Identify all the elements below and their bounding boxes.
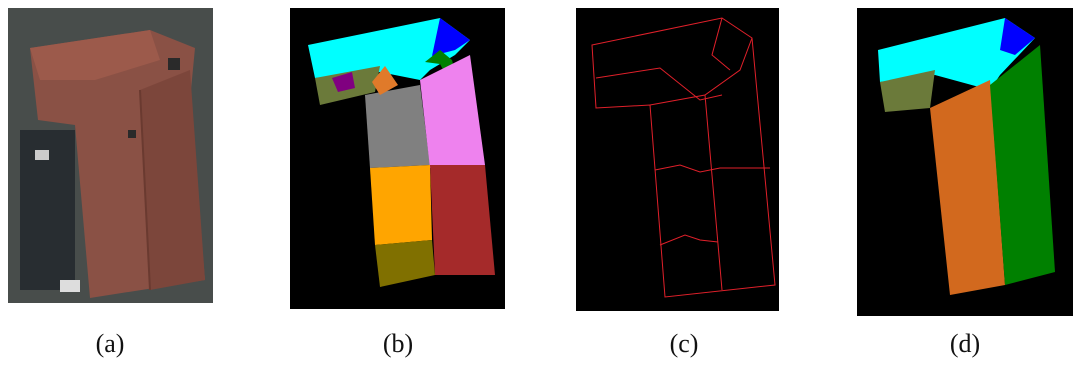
panel-c-image (576, 8, 779, 311)
caption: (c) (670, 329, 699, 358)
panel-a-image (8, 8, 213, 303)
caption: (b) (383, 329, 413, 358)
panel-b-image (290, 8, 505, 309)
panel-d-image (857, 8, 1073, 316)
caption: (d) (950, 329, 980, 358)
caption: (a) (96, 329, 125, 358)
